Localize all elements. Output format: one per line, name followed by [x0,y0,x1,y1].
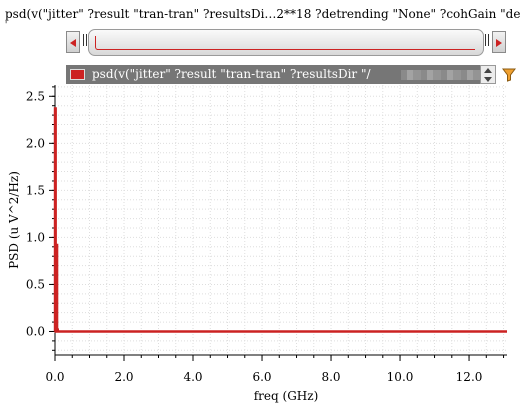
legend-label: psd(v("jitter" ?result "tran-tran" ?resu… [92,67,371,81]
title-mark: ' [5,20,8,29]
series-line [53,107,507,333]
legend-scroll-spinner[interactable] [480,65,496,84]
plot-frame [54,85,507,356]
filter-icon [502,68,516,82]
scroll-left-button[interactable] [66,31,80,53]
x-tick-label: 10.0 [387,370,414,384]
range-overview-line [97,49,475,50]
filter-button[interactable] [498,65,520,84]
x-tick-label: 8.0 [321,370,340,384]
chevron-up-icon[interactable] [484,68,492,73]
scroll-right-button[interactable] [492,31,506,53]
x-tick-label: 12.0 [456,370,483,384]
series-layer [53,107,507,333]
legend[interactable]: psd(v("jitter" ?result "tran-tran" ?resu… [66,65,480,84]
x-tick-label: 2.0 [114,370,133,384]
y-axis: 0.0 0.5 1.0 1.5 2.0 2.5 [26,86,55,351]
x-tick-label: 4.0 [183,370,202,384]
range-start-marker [95,36,98,50]
scroll-left-grip-icon[interactable] [83,34,87,46]
y-axis-title: PSD (u V^2/Hz) [7,171,21,269]
window-title: psd(v("jitter" ?result "tran-tran" ?resu… [5,7,520,21]
x-tick-label: 6.0 [252,370,271,384]
horizontal-scrollbar[interactable] [66,29,506,57]
y-tick-label: 2.5 [26,89,45,103]
y-tick-label: 0.5 [26,277,45,291]
x-axis-title: freq (GHz) [254,389,319,403]
scroll-right-grip-icon[interactable] [485,34,489,46]
y-tick-label: 0.0 [26,324,45,338]
grid-lines [54,85,507,355]
scroll-thumb[interactable] [88,29,484,56]
y-tick-label: 1.5 [26,183,45,197]
legend-swatch [70,69,85,80]
left-arrow-icon [70,39,76,47]
redacted-path [401,70,480,80]
x-tick-label: 0.0 [45,370,64,384]
x-axis: 0.0 2.0 4.0 6.0 8.0 10.0 12.0 [45,355,505,384]
chevron-down-icon[interactable] [484,77,492,82]
y-tick-label: 2.0 [26,136,45,150]
right-arrow-icon [496,39,502,47]
y-tick-label: 1.0 [26,230,45,244]
